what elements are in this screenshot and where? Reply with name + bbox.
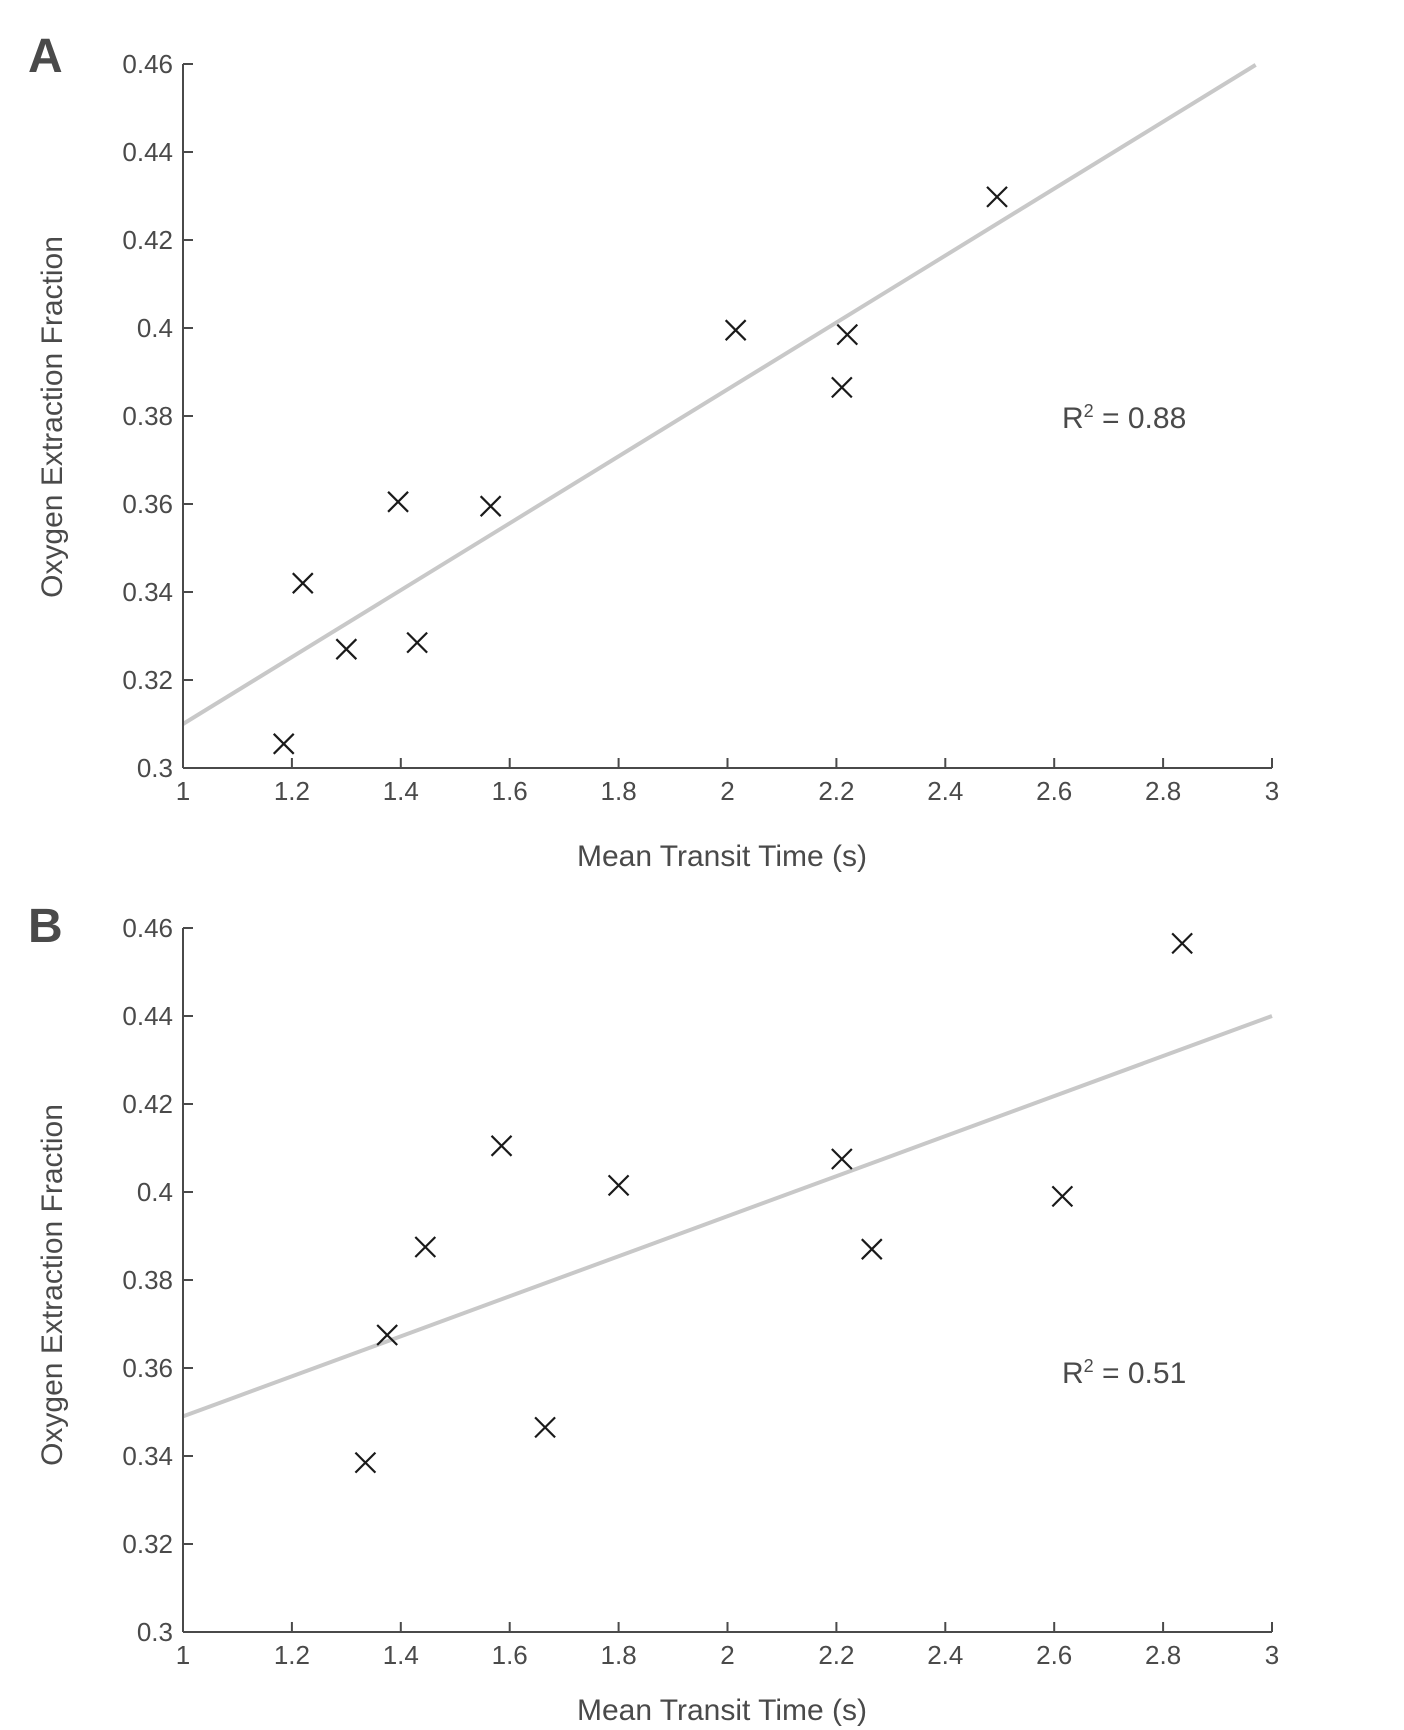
data-point-a: [479, 495, 502, 517]
x-tick-label-b: 1.4: [383, 1640, 419, 1670]
y-axis-title-b: Oxygen Extraction Fraction: [36, 1104, 69, 1466]
x-tick-label-a: 2.8: [1145, 776, 1181, 806]
panel-b-marker-layer: [354, 932, 1193, 1474]
r-squared-label-a: R2 = 0.88: [1062, 401, 1186, 435]
y-tick-label-a: 0.44: [122, 137, 173, 167]
panel-a-marker-layer: [272, 186, 1008, 755]
y-tick-label-a: 0.3: [137, 753, 173, 783]
x-tick-label-b: 3: [1265, 1640, 1279, 1670]
panel-b: B 0.3 0.32 0.34 0.36 0.38 0.4 0.42 0.44 0.46 1 1.2…: [28, 900, 1279, 1727]
panel-label-a: A: [28, 30, 63, 83]
x-tick-label-b: 2.8: [1145, 1640, 1181, 1670]
data-point-a: [292, 572, 314, 594]
data-point-a: [406, 631, 428, 654]
y-tick-label-b: 0.42: [122, 1089, 173, 1119]
panel-a-axis-layer: 0.3 0.32 0.34 0.36 0.38 0.4 0.42 0.44 0.46 1 1.2 1.…: [122, 49, 1279, 806]
y-tick-label-b: 0.38: [122, 1265, 173, 1295]
y-axis-title-a: Oxygen Extraction Fraction: [36, 236, 69, 598]
y-tick-label-b: 0.46: [122, 913, 173, 943]
y-tick-label-a: 0.34: [122, 577, 173, 607]
data-point-a: [387, 491, 409, 513]
x-tick-label-a: 2.2: [818, 776, 854, 806]
data-point-a: [836, 323, 859, 346]
y-tick-label-b: 0.34: [122, 1441, 173, 1471]
data-point-b: [414, 1236, 437, 1258]
y-tick-label-b: 0.32: [122, 1529, 173, 1559]
x-tick-label-a: 2.6: [1036, 776, 1072, 806]
panel-b-fit-layer: [182, 1014, 1273, 1419]
y-tick-label-a: 0.36: [122, 489, 173, 519]
panel-a: A 0.3 0.32 0.34 0.36 0.38 0.4 0.42 0.44 0.46 1 1.2…: [28, 30, 1279, 873]
x-tick-label-b: 2.2: [818, 1640, 854, 1670]
data-point-b: [354, 1451, 377, 1474]
x-tick-label-b: 2.4: [927, 1640, 963, 1670]
data-point-b: [861, 1238, 883, 1260]
data-point-b: [376, 1324, 398, 1346]
x-tick-label-a: 1.4: [383, 776, 419, 806]
regression-line-b: [182, 1014, 1273, 1419]
data-point-a: [272, 733, 295, 755]
x-tick-label-b: 1.6: [492, 1640, 528, 1670]
x-axis-title-a: Mean Transit Time (s): [577, 840, 867, 873]
x-tick-label-a: 2.4: [927, 776, 963, 806]
data-point-b: [490, 1135, 513, 1157]
data-point-a: [335, 638, 358, 660]
regression-line-a: [181, 63, 1257, 726]
panel-a-fit-layer: [181, 63, 1257, 726]
y-tick-label-a: 0.46: [122, 49, 173, 79]
data-point-b: [607, 1174, 630, 1197]
x-tick-label-a: 1.8: [601, 776, 637, 806]
x-tick-label-a: 1: [176, 776, 190, 806]
data-point-a: [986, 186, 1008, 208]
panel-label-b: B: [28, 900, 63, 953]
y-tick-label-a: 0.4: [137, 313, 173, 343]
x-tick-label-b: 1.2: [274, 1640, 310, 1670]
y-tick-label-a: 0.42: [122, 225, 173, 255]
data-point-b: [1171, 932, 1193, 955]
x-tick-label-a: 1.6: [492, 776, 528, 806]
x-tick-label-b: 1.8: [601, 1640, 637, 1670]
panel-b-axis-layer: 0.3 0.32 0.34 0.36 0.38 0.4 0.42 0.44 0.46 1 1.2 1.…: [122, 913, 1279, 1670]
x-tick-label-a: 2: [720, 776, 734, 806]
data-point-b: [1051, 1185, 1074, 1208]
data-point-a: [831, 376, 853, 399]
x-tick-label-b: 2: [720, 1640, 734, 1670]
y-tick-label-b: 0.44: [122, 1001, 173, 1031]
data-point-b: [534, 1416, 556, 1439]
data-point-b: [831, 1148, 853, 1170]
r-squared-label-b: R2 = 0.51: [1062, 1356, 1186, 1390]
x-tick-label-b: 2.6: [1036, 1640, 1072, 1670]
y-tick-label-a: 0.38: [122, 401, 173, 431]
y-tick-label-b: 0.4: [137, 1177, 173, 1207]
x-axis-title-b: Mean Transit Time (s): [577, 1694, 867, 1727]
y-tick-label-b: 0.3: [137, 1617, 173, 1647]
x-tick-label-a: 3: [1265, 776, 1279, 806]
y-tick-label-a: 0.32: [122, 665, 173, 695]
x-tick-label-a: 1.2: [274, 776, 310, 806]
data-point-a: [724, 319, 747, 341]
x-tick-label-b: 1: [176, 1640, 190, 1670]
y-tick-label-b: 0.36: [122, 1353, 173, 1383]
